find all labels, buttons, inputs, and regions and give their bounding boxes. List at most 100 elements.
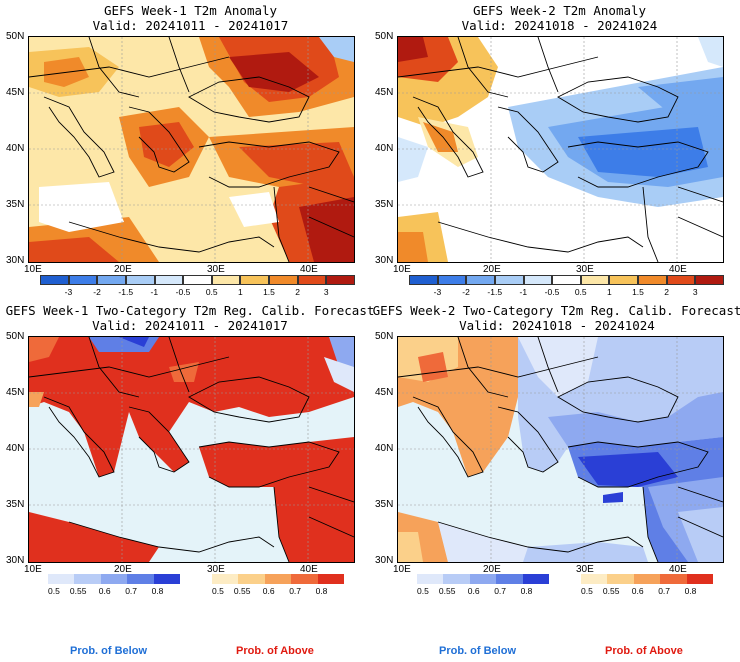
panel1-map-svg [29, 37, 354, 262]
prob-colorbar-tick-label: 0.8 [684, 586, 697, 596]
prob-colorbar-cell [127, 574, 154, 584]
panel4-prob-above-label: Prob. of Above [605, 645, 683, 657]
prob-colorbar-cell [291, 574, 318, 584]
panel2-title: GEFS Week-2 T2m Anomaly Valid: 20241018 … [397, 3, 722, 33]
prob-colorbar-tick-label: 0.7 [658, 586, 671, 596]
colorbar-tick-label: 1 [237, 287, 243, 297]
prob-colorbar-tick-label: 0.55 [602, 586, 620, 596]
p4-lon-30: 30E [576, 564, 594, 575]
colorbar-cell [666, 275, 696, 285]
colorbar-tick-label: 2 [664, 287, 669, 297]
panel4-title-line1: GEFS Week-2 Two-Category T2m Reg. Calib.… [372, 303, 740, 318]
panel3-title-line1: GEFS Week-1 Two-Category T2m Reg. Calib.… [5, 303, 375, 318]
panel2-map-svg [398, 37, 723, 262]
panel3-prob-above-label: Prob. of Above [236, 645, 314, 657]
p4-lat-30: 30N [375, 555, 394, 566]
prob-colorbar-cell [522, 574, 549, 584]
colorbar-tick-label: -1.5 [118, 287, 134, 297]
p4-lon-20: 20E [483, 564, 501, 575]
prob-colorbar-cell [581, 574, 608, 584]
prob-colorbar-tick-label: 0.6 [467, 586, 480, 596]
p4-lat-40: 40N [375, 443, 394, 454]
colorbar-cell [40, 275, 69, 285]
p4-lon-10: 10E [393, 564, 411, 575]
colorbar-tick-label: 0.5 [574, 287, 587, 297]
colorbar-cell [580, 275, 610, 285]
p1-lat-50: 50N [6, 31, 25, 42]
colorbar-cell [240, 275, 270, 285]
prob-colorbar-cell [264, 574, 292, 584]
panel1-map [28, 36, 355, 263]
colorbar-tick-label: -2 [462, 287, 470, 297]
p3-lat-45: 45N [6, 387, 25, 398]
p1-lat-30: 30N [6, 255, 25, 266]
prob-colorbar-tick-label: 0.5 [581, 586, 593, 596]
colorbar-cell [466, 275, 495, 285]
panel3-map-svg [29, 337, 354, 562]
panel4-map-svg [398, 337, 723, 562]
panel2-map [397, 36, 724, 263]
p1-lon-20: 20E [114, 264, 132, 275]
p1-lon-40: 40E [300, 264, 318, 275]
prob-colorbar-tick-label: 0.6 [98, 586, 111, 596]
colorbar-tick-label: 2 [295, 287, 300, 297]
p4-lon-40: 40E [669, 564, 687, 575]
colorbar-cell [183, 275, 212, 285]
p2-lon-40: 40E [669, 264, 687, 275]
colorbar-tick-label: 3 [323, 287, 329, 297]
prob-colorbar-cell [496, 574, 523, 584]
panel2-title-line1: GEFS Week-2 T2m Anomaly [472, 3, 647, 18]
prob-colorbar-cell [686, 574, 713, 584]
prob-colorbar-cell [153, 574, 180, 584]
p1-lat-35: 35N [6, 199, 25, 210]
colorbar-tick-label: 3 [692, 287, 698, 297]
colorbar-cell [297, 275, 327, 285]
p3-lon-20: 20E [114, 564, 132, 575]
panel4-title-line2: Valid: 20241018 - 20241024 [459, 318, 655, 333]
prob-colorbar-cell [417, 574, 444, 584]
colorbar-cell [68, 275, 98, 285]
colorbar-tick-label: 1.5 [632, 287, 644, 297]
colorbar-cell [409, 275, 438, 285]
p2-lon-10: 10E [393, 264, 411, 275]
p4-lat-50: 50N [375, 331, 394, 342]
panel1-title-line1: GEFS Week-1 T2m Anomaly [103, 3, 278, 18]
prob-colorbar-cell [660, 574, 687, 584]
panel3-title: GEFS Week-1 Two-Category T2m Reg. Calib.… [4, 303, 376, 333]
panel4-above-colorbar: 0.5 0.55 0.6 0.7 0.8 [581, 574, 713, 598]
colorbar-cell [125, 275, 155, 285]
colorbar-cell [609, 275, 639, 285]
prob-colorbar-cell [100, 574, 128, 584]
colorbar-cell [494, 275, 524, 285]
prob-colorbar-cell [317, 574, 344, 584]
p2-lat-40: 40N [375, 143, 394, 154]
colorbar-cell [269, 275, 298, 285]
colorbar-cell [97, 275, 126, 285]
colorbar-cell [552, 275, 581, 285]
prob-colorbar-tick-label: 0.7 [125, 586, 138, 596]
colorbar-cell [326, 275, 355, 285]
panel3-above-colorbar: 0.5 0.55 0.6 0.7 0.8 [212, 574, 344, 598]
p4-lat-35: 35N [375, 499, 394, 510]
colorbar-cell [154, 275, 184, 285]
prob-colorbar-tick-label: 0.5 [212, 586, 224, 596]
colorbar-tick-label: -2 [93, 287, 101, 297]
panel3-prob-below-label: Prob. of Below [70, 645, 147, 657]
p1-lat-40: 40N [6, 143, 25, 154]
colorbar-cell [523, 275, 553, 285]
prob-colorbar-tick-label: 0.7 [289, 586, 302, 596]
prob-colorbar-tick-label: 0.8 [315, 586, 328, 596]
colorbar-cell [695, 275, 724, 285]
panel3-title-line2: Valid: 20241011 - 20241017 [92, 318, 288, 333]
prob-colorbar-cell [607, 574, 634, 584]
prob-colorbar-tick-label: 0.7 [494, 586, 507, 596]
p4-lat-45: 45N [375, 387, 394, 398]
prob-colorbar-tick-label: 0.6 [631, 586, 644, 596]
prob-colorbar-tick-label: 0.55 [438, 586, 456, 596]
prob-colorbar-cell [238, 574, 265, 584]
p3-lat-50: 50N [6, 331, 25, 342]
prob-colorbar-tick-label: 0.8 [520, 586, 533, 596]
p2-lon-20: 20E [483, 264, 501, 275]
panel3-below-colorbar: 0.5 0.55 0.6 0.7 0.8 [48, 574, 180, 598]
p2-lat-30: 30N [375, 255, 394, 266]
